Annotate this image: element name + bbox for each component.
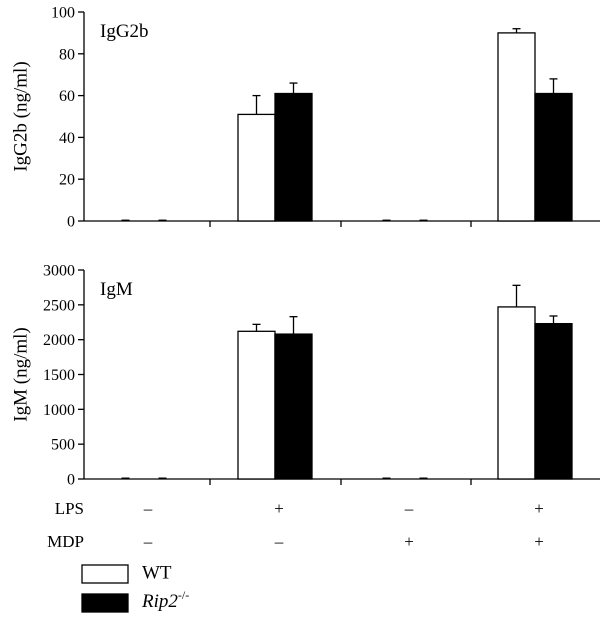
- bar-rip2-2: [274, 333, 313, 480]
- y-tick-label: 0: [67, 472, 75, 489]
- condition-value: –: [274, 532, 284, 551]
- bar-wt-4: [497, 32, 536, 222]
- condition-value: +: [534, 499, 544, 518]
- legend-swatch: [81, 593, 129, 613]
- condition-value: –: [404, 499, 414, 518]
- y-tick-label: 1500: [43, 367, 75, 384]
- y-axis-label: IgM (ng/ml): [10, 327, 31, 421]
- condition-value: +: [534, 532, 544, 551]
- bar-rip2-4: [534, 322, 573, 480]
- bar-wt-2: [237, 330, 276, 480]
- bar-rip2-4: [534, 92, 573, 222]
- legend-item-rip2: Rip2-/-: [81, 588, 189, 613]
- y-tick-label: 20: [59, 172, 75, 189]
- y-tick-label: 60: [59, 88, 75, 105]
- condition-row-mdp: MDP – – + +: [47, 532, 544, 551]
- legend-item-wt: WT: [81, 562, 172, 584]
- y-tick-label: 80: [59, 46, 75, 63]
- condition-label: MDP: [47, 532, 84, 551]
- condition-value: +: [274, 499, 284, 518]
- legend-label: Rip2-/-: [141, 588, 189, 613]
- condition-value: –: [143, 499, 153, 518]
- y-tick-label: 40: [59, 130, 75, 147]
- y-tick-label: 0: [67, 214, 75, 231]
- chart-panel-igg2b: 0 20 40 60 80 100 IgG2b IgG2b (ng/ml): [10, 5, 600, 231]
- legend-swatch: [81, 564, 129, 584]
- panel-title: IgG2b: [100, 21, 149, 42]
- y-axis-label: IgG2b (ng/ml): [10, 61, 31, 171]
- condition-value: –: [143, 532, 153, 551]
- condition-value: +: [404, 532, 414, 551]
- chart-panel-igm: 0 500 1000 1500 2000 2500 3000 IgM IgM (ng/ml): [10, 263, 600, 489]
- y-tick-label: 3000: [43, 263, 75, 280]
- panel-title: IgM: [100, 279, 133, 300]
- y-tick-label: 2500: [43, 297, 75, 314]
- y-tick-label: 2000: [43, 332, 75, 349]
- bar-wt-2: [237, 113, 276, 222]
- y-tick-label: 100: [51, 5, 75, 22]
- bar-wt-4: [497, 306, 536, 480]
- y-tick-label: 500: [51, 437, 75, 454]
- y-tick-label: 1000: [43, 402, 75, 419]
- condition-label: LPS: [55, 499, 84, 518]
- legend-label: WT: [142, 562, 172, 583]
- condition-row-lps: LPS – + – +: [55, 499, 544, 518]
- bar-rip2-2: [274, 92, 313, 222]
